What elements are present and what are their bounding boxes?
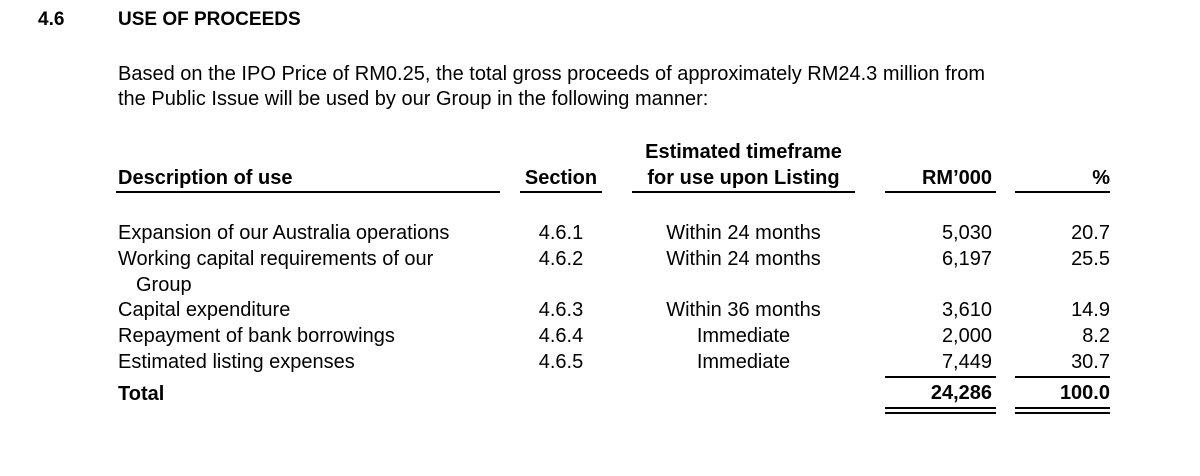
row-description: Working capital requirements of our [118, 248, 434, 270]
row-section: 4.6.4 [538, 325, 584, 347]
row-timeframe: Within 36 months [666, 299, 821, 321]
row-timeframe: Immediate [696, 325, 791, 347]
row-percent: 25.5 [1071, 248, 1110, 270]
row-percent: 14.9 [1071, 299, 1110, 321]
section-number: 4.6 [38, 9, 65, 30]
intro-paragraph: Based on the IPO Price of RM0.25, the to… [118, 62, 985, 112]
row-section: 4.6.1 [538, 222, 584, 244]
subtotal-rule [1015, 376, 1110, 378]
row-section: 4.6.5 [538, 351, 584, 373]
total-label: Total [118, 383, 165, 405]
header-amount: RM’000 [921, 167, 992, 189]
header-description: Description of use [118, 167, 293, 189]
header-section: Section [524, 167, 598, 189]
header-timeframe-line1: Estimated timeframe [645, 141, 842, 163]
row-amount: 2,000 [941, 325, 992, 347]
total-percent: 100.0 [1059, 382, 1110, 404]
row-percent: 20.7 [1071, 222, 1110, 244]
row-description-continued: Group [136, 274, 192, 296]
row-section: 4.6.2 [538, 248, 584, 270]
row-amount: 3,610 [941, 299, 992, 321]
header-rule [116, 191, 500, 193]
row-timeframe: Within 24 months [666, 248, 821, 270]
row-description: Estimated listing expenses [118, 351, 355, 373]
subtotal-rule [885, 376, 996, 378]
section-title: USE OF PROCEEDS [118, 9, 301, 30]
row-timeframe: Within 24 months [666, 222, 821, 244]
row-description: Expansion of our Australia operations [118, 222, 450, 244]
row-percent: 30.7 [1071, 351, 1110, 373]
header-rule [632, 191, 855, 193]
intro-line: the Public Issue will be used by our Gro… [118, 88, 709, 110]
row-amount: 5,030 [941, 222, 992, 244]
row-amount: 7,449 [941, 351, 992, 373]
row-timeframe: Immediate [696, 351, 791, 373]
row-section: 4.6.3 [538, 299, 584, 321]
header-rule [1015, 191, 1110, 193]
header-rule [885, 191, 996, 193]
header-percent: % [1092, 167, 1110, 189]
total-double-rule [885, 407, 996, 414]
row-percent: 8.2 [1082, 325, 1110, 347]
row-description: Capital expenditure [118, 299, 291, 321]
header-timeframe-line2: for use upon Listing [647, 167, 840, 189]
total-double-rule [1015, 407, 1110, 414]
intro-line: Based on the IPO Price of RM0.25, the to… [118, 63, 986, 85]
row-description: Repayment of bank borrowings [118, 325, 395, 347]
header-rule [520, 191, 602, 193]
total-amount: 24,286 [930, 382, 992, 404]
row-amount: 6,197 [941, 248, 992, 270]
